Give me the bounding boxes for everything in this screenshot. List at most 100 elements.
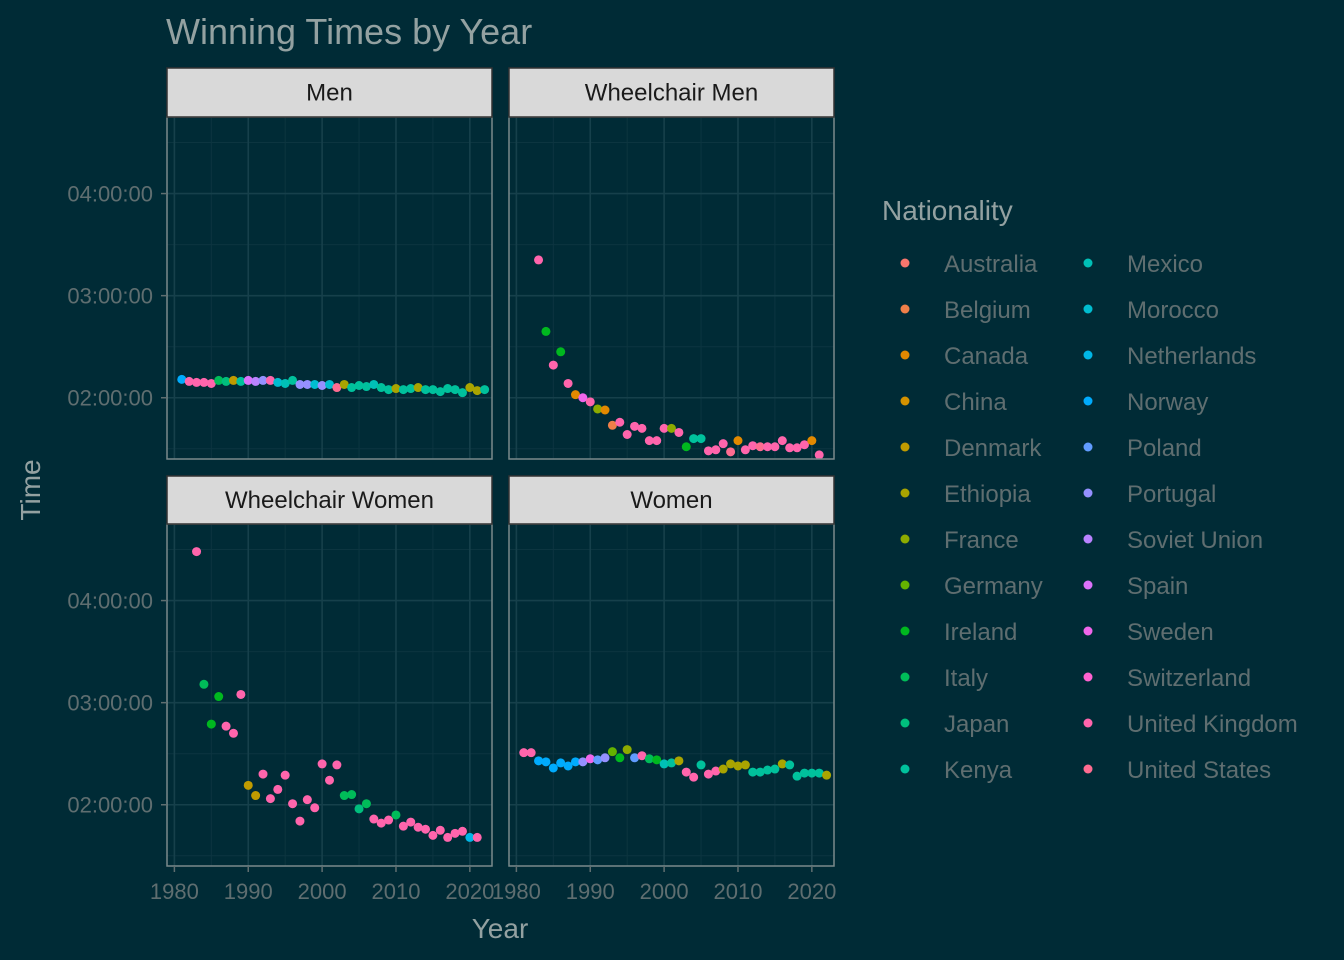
data-point bbox=[785, 760, 795, 770]
legend-label: Italy bbox=[944, 665, 988, 692]
data-point bbox=[347, 383, 357, 393]
legend-label: Germany bbox=[944, 573, 1043, 600]
data-point bbox=[777, 759, 787, 769]
data-point bbox=[556, 347, 566, 357]
data-point bbox=[480, 385, 490, 395]
data-point bbox=[718, 439, 728, 449]
x-tick-label: 2010 bbox=[714, 879, 763, 904]
data-point bbox=[421, 385, 431, 395]
data-point bbox=[302, 379, 312, 389]
data-point bbox=[236, 689, 246, 699]
data-point bbox=[534, 255, 544, 265]
data-point bbox=[177, 374, 187, 384]
data-point bbox=[615, 753, 625, 763]
data-point bbox=[785, 443, 795, 453]
legend-label: Spain bbox=[1127, 573, 1188, 600]
data-point bbox=[563, 761, 573, 771]
data-point bbox=[265, 794, 275, 804]
data-point bbox=[792, 443, 802, 453]
x-tick-label: 2010 bbox=[372, 879, 421, 904]
data-point bbox=[548, 360, 558, 370]
legend-label: Portugal bbox=[1127, 481, 1216, 508]
data-point bbox=[807, 768, 817, 778]
legend-key bbox=[900, 442, 910, 452]
legend-key bbox=[900, 488, 910, 498]
facet-label: Wheelchair Men bbox=[585, 80, 758, 107]
y-tick-label: 02:00:00 bbox=[67, 793, 153, 818]
data-point bbox=[465, 383, 475, 393]
data-point bbox=[265, 375, 275, 385]
data-point bbox=[251, 791, 261, 801]
panel-border bbox=[508, 116, 835, 460]
legend-key bbox=[1083, 764, 1093, 774]
y-tick-label: 03:00:00 bbox=[67, 691, 153, 716]
data-point bbox=[570, 757, 580, 767]
facet-label: Women bbox=[630, 487, 712, 514]
data-point bbox=[755, 767, 765, 777]
data-point bbox=[428, 830, 438, 840]
legend-key bbox=[1083, 580, 1093, 590]
data-point bbox=[770, 764, 780, 774]
data-point bbox=[630, 421, 640, 431]
data-point bbox=[398, 385, 408, 395]
legend-label: Ireland bbox=[944, 619, 1017, 646]
data-point bbox=[548, 763, 558, 773]
data-point bbox=[406, 817, 416, 827]
data-point bbox=[696, 434, 706, 444]
legend-label: Switzerland bbox=[1127, 665, 1251, 692]
legend-label: Belgium bbox=[944, 297, 1031, 324]
data-point bbox=[593, 404, 603, 414]
data-point bbox=[667, 423, 676, 433]
data-point bbox=[637, 423, 647, 433]
data-point bbox=[472, 386, 482, 396]
legend: Nationality Australia Belgium Canada China D… bbox=[882, 195, 1298, 784]
data-point bbox=[674, 427, 684, 437]
data-point bbox=[428, 385, 438, 395]
chart-title: Winning Times by Year bbox=[166, 11, 532, 52]
data-point bbox=[637, 751, 647, 761]
data-point bbox=[689, 434, 699, 444]
panel-1: Wheelchair Men bbox=[508, 67, 835, 460]
data-point bbox=[763, 442, 773, 452]
data-point bbox=[332, 760, 342, 770]
data-point bbox=[718, 764, 728, 774]
data-point bbox=[681, 767, 691, 777]
x-tick-label: 2020 bbox=[787, 879, 836, 904]
data-point bbox=[192, 547, 202, 557]
data-point bbox=[273, 377, 283, 387]
data-point bbox=[740, 445, 750, 455]
legend-label: United Kingdom bbox=[1127, 711, 1298, 738]
x-tick-label: 1980 bbox=[150, 879, 199, 904]
data-point bbox=[295, 816, 305, 826]
data-point bbox=[814, 450, 824, 460]
legend-label: Kenya bbox=[944, 757, 1013, 784]
data-point bbox=[563, 378, 573, 388]
facet-panels: Men 02:00:00 03:00:00 04:00:00 Wheelchair Me… bbox=[67, 67, 836, 904]
data-point bbox=[354, 804, 364, 814]
legend-label: Ethiopia bbox=[944, 481, 1031, 508]
legend-key bbox=[1083, 442, 1093, 452]
legend-key bbox=[1083, 672, 1093, 682]
data-point bbox=[733, 761, 743, 771]
legend-key bbox=[900, 534, 910, 544]
panel-border bbox=[508, 523, 835, 867]
legend-key bbox=[1083, 718, 1093, 728]
legend-label: Canada bbox=[944, 343, 1029, 370]
data-point bbox=[369, 814, 379, 824]
data-point bbox=[600, 405, 610, 415]
data-point bbox=[243, 375, 253, 385]
legend-key bbox=[1083, 396, 1093, 406]
data-point bbox=[361, 382, 371, 392]
data-point bbox=[733, 436, 743, 446]
data-point bbox=[615, 417, 625, 427]
legend-key bbox=[1083, 258, 1093, 268]
data-point bbox=[221, 376, 231, 386]
legend-key bbox=[900, 718, 910, 728]
y-axis-title: Time bbox=[15, 459, 46, 520]
data-point bbox=[206, 378, 216, 388]
data-point bbox=[288, 375, 298, 385]
data-point bbox=[221, 721, 231, 731]
legend-key bbox=[1083, 304, 1093, 314]
y-tick-label: 04:00:00 bbox=[67, 589, 153, 614]
x-tick-label: 2000 bbox=[298, 879, 347, 904]
